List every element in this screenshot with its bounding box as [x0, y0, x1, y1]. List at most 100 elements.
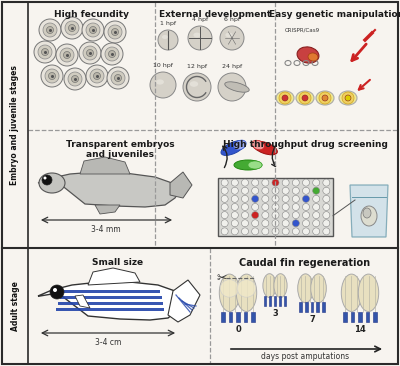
- FancyArrowPatch shape: [223, 146, 227, 168]
- Circle shape: [231, 187, 238, 194]
- FancyArrowPatch shape: [272, 144, 276, 167]
- Text: 0: 0: [235, 325, 241, 334]
- Polygon shape: [38, 282, 185, 320]
- Ellipse shape: [308, 53, 318, 61]
- Circle shape: [90, 69, 104, 83]
- Circle shape: [323, 228, 330, 235]
- Bar: [350, 312, 354, 322]
- Circle shape: [68, 72, 82, 86]
- Circle shape: [302, 212, 310, 219]
- Circle shape: [42, 175, 52, 185]
- Text: External development: External development: [159, 10, 271, 19]
- Bar: [305, 302, 308, 312]
- Circle shape: [272, 179, 279, 186]
- Ellipse shape: [358, 274, 379, 311]
- Ellipse shape: [156, 79, 164, 85]
- Circle shape: [48, 72, 56, 79]
- Ellipse shape: [276, 91, 294, 105]
- Circle shape: [108, 25, 122, 39]
- Polygon shape: [38, 172, 180, 207]
- Circle shape: [252, 187, 259, 194]
- Circle shape: [323, 203, 330, 210]
- Circle shape: [111, 71, 125, 85]
- Circle shape: [272, 212, 279, 219]
- Ellipse shape: [234, 160, 262, 170]
- Bar: [310, 302, 314, 312]
- Ellipse shape: [236, 274, 257, 311]
- Circle shape: [323, 179, 330, 186]
- Ellipse shape: [341, 274, 362, 311]
- Circle shape: [302, 195, 310, 202]
- Ellipse shape: [221, 141, 245, 156]
- Ellipse shape: [220, 280, 239, 297]
- Polygon shape: [168, 280, 200, 322]
- Circle shape: [313, 203, 320, 210]
- Circle shape: [39, 19, 61, 41]
- Bar: [274, 296, 276, 306]
- Circle shape: [282, 95, 288, 101]
- Circle shape: [45, 69, 59, 83]
- Circle shape: [105, 47, 119, 61]
- Ellipse shape: [298, 274, 313, 303]
- Ellipse shape: [363, 208, 371, 218]
- Circle shape: [252, 212, 259, 219]
- Bar: [218, 178, 333, 236]
- Bar: [221, 312, 225, 322]
- Bar: [316, 302, 319, 312]
- Text: 6 hpf: 6 hpf: [224, 17, 240, 22]
- Circle shape: [231, 212, 238, 219]
- Circle shape: [221, 195, 228, 202]
- Circle shape: [56, 44, 78, 66]
- Ellipse shape: [316, 91, 334, 105]
- Circle shape: [262, 179, 269, 186]
- Circle shape: [82, 19, 104, 41]
- Bar: [228, 312, 232, 322]
- Circle shape: [242, 220, 248, 227]
- Circle shape: [262, 195, 269, 202]
- Circle shape: [53, 288, 57, 292]
- Circle shape: [342, 92, 354, 104]
- Text: 1 hpf: 1 hpf: [160, 21, 176, 26]
- Circle shape: [282, 187, 289, 194]
- Circle shape: [252, 179, 259, 186]
- Text: 24 hpf: 24 hpf: [222, 64, 242, 69]
- Bar: [236, 312, 240, 322]
- Bar: [343, 312, 347, 322]
- Circle shape: [150, 72, 176, 98]
- Circle shape: [101, 43, 123, 65]
- Text: Easy genetic manipulation: Easy genetic manipulation: [269, 10, 400, 19]
- Circle shape: [322, 95, 328, 101]
- Circle shape: [86, 49, 94, 56]
- Circle shape: [79, 42, 101, 64]
- Text: High fecundity: High fecundity: [54, 10, 129, 19]
- Circle shape: [302, 179, 310, 186]
- Circle shape: [94, 72, 100, 79]
- Bar: [322, 302, 325, 312]
- Ellipse shape: [237, 280, 256, 297]
- Circle shape: [188, 26, 212, 50]
- Circle shape: [313, 228, 320, 235]
- Circle shape: [282, 228, 289, 235]
- Circle shape: [50, 285, 64, 299]
- Circle shape: [323, 195, 330, 202]
- Circle shape: [302, 228, 310, 235]
- Circle shape: [104, 21, 126, 43]
- Circle shape: [302, 203, 310, 210]
- Text: CRISPR/Cas9: CRISPR/Cas9: [285, 28, 320, 33]
- Circle shape: [282, 212, 289, 219]
- Circle shape: [231, 195, 238, 202]
- Bar: [279, 296, 281, 306]
- Circle shape: [221, 212, 228, 219]
- Circle shape: [112, 29, 118, 36]
- Bar: [284, 296, 286, 306]
- Circle shape: [282, 203, 289, 210]
- Circle shape: [292, 203, 299, 210]
- Circle shape: [292, 228, 299, 235]
- Ellipse shape: [297, 47, 319, 63]
- Circle shape: [158, 30, 178, 50]
- Bar: [269, 296, 271, 306]
- Ellipse shape: [274, 274, 287, 298]
- Text: days post amputations: days post amputations: [261, 352, 349, 361]
- Ellipse shape: [361, 206, 377, 226]
- Circle shape: [282, 179, 289, 186]
